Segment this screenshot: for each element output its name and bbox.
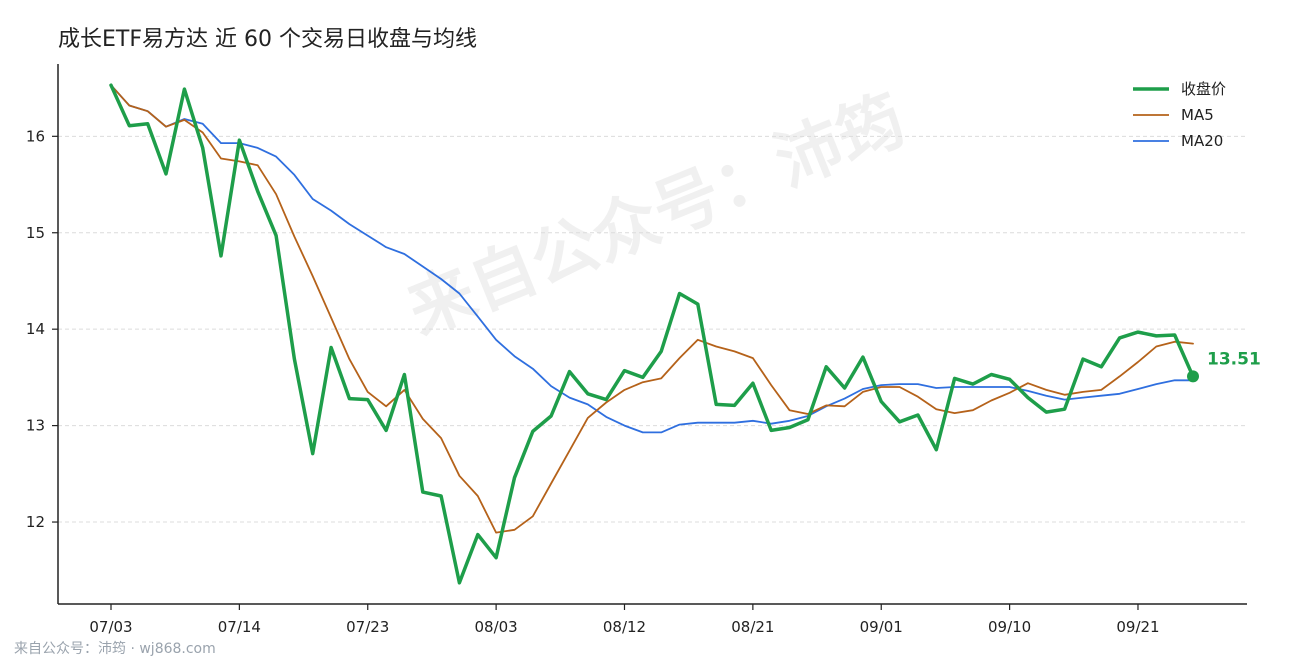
series-line-1: [110, 84, 1194, 534]
y-ticks: 12 13 14 15 16: [26, 127, 58, 531]
y-tick-label: 15: [26, 224, 45, 242]
x-ticks: 07/03 07/14 07/23 08/03 08/12 08/21 09/01 09/10…: [89, 604, 1160, 636]
x-tick-label: 07/03: [89, 618, 132, 636]
axes: [57, 64, 1247, 605]
last-close-marker: 13.51: [1187, 349, 1261, 383]
legend-label: 收盘价: [1181, 80, 1226, 98]
x-tick-label: 07/14: [218, 618, 261, 636]
last-close-label: 13.51: [1207, 349, 1261, 369]
x-tick-label: 07/23: [346, 618, 389, 636]
last-close-dot: [1187, 370, 1199, 383]
chart-title: 成长ETF易方达 近 60 个交易日收盘与均线: [58, 27, 477, 52]
legend: 收盘价 MA5 MA20: [1133, 80, 1226, 150]
x-tick-label: 09/01: [860, 618, 903, 636]
grid-lines: [58, 135, 1247, 523]
y-tick-label: 12: [26, 513, 45, 531]
y-tick-label: 14: [26, 320, 45, 338]
series-line-0: [109, 83, 1195, 585]
series-line-2: [110, 84, 1194, 434]
x-tick-label: 08/03: [475, 618, 518, 636]
legend-label: MA5: [1181, 106, 1214, 124]
x-tick-label: 08/12: [603, 618, 646, 636]
series-lines: [109, 83, 1195, 585]
x-tick-label: 09/10: [988, 618, 1031, 636]
y-tick-label: 13: [26, 417, 45, 435]
x-tick-label: 08/21: [731, 618, 774, 636]
watermark: 来自公众号：沛筠: [397, 81, 915, 350]
y-tick-label: 16: [26, 127, 45, 145]
legend-label: MA20: [1181, 132, 1223, 150]
footer-credit: 来自公众号：沛筠 · wj868.com: [14, 640, 216, 657]
x-tick-label: 09/21: [1116, 618, 1159, 636]
